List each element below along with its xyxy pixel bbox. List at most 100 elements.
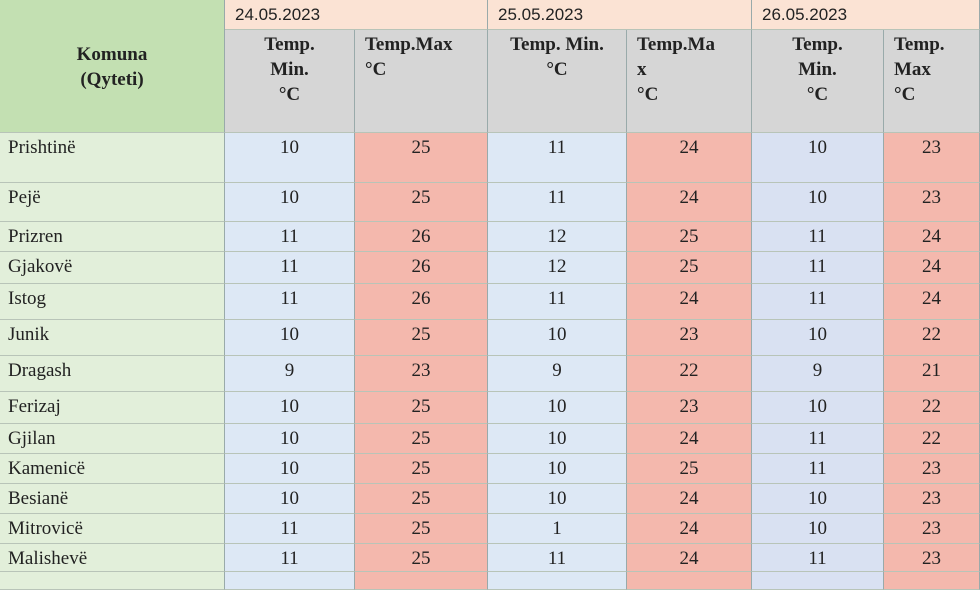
city-name: Ferizaj: [0, 392, 225, 424]
temperature: 12: [488, 252, 627, 284]
temperature: 25: [627, 222, 752, 252]
city-name: Istog: [0, 284, 225, 320]
temperature: 26: [355, 284, 488, 320]
temperature: 24: [884, 222, 980, 252]
empty-cell: [225, 572, 355, 590]
temperature: 11: [488, 544, 627, 572]
temperature: 10: [752, 514, 884, 544]
temperature: 23: [884, 544, 980, 572]
city-name: Dragash: [0, 356, 225, 392]
city-name: Pejë: [0, 183, 225, 222]
temperature: 10: [488, 454, 627, 484]
temperature: 22: [627, 356, 752, 392]
temperature: 25: [355, 320, 488, 356]
column-header: Temp.Max °C: [355, 30, 488, 133]
temperature: 11: [752, 222, 884, 252]
temperature: 10: [225, 424, 355, 454]
temperature: 23: [884, 183, 980, 222]
corner-header: Komuna (Qyteti): [0, 0, 225, 133]
temperature: 25: [355, 424, 488, 454]
temperature: 11: [225, 544, 355, 572]
temperature: 10: [752, 392, 884, 424]
temperature: 11: [752, 454, 884, 484]
temperature: 22: [884, 320, 980, 356]
temperature: 24: [884, 252, 980, 284]
temperature: 25: [355, 392, 488, 424]
temperature: 23: [884, 484, 980, 514]
temperature: 12: [488, 222, 627, 252]
temperature: 24: [627, 133, 752, 183]
temperature: 9: [752, 356, 884, 392]
temperature: 10: [225, 454, 355, 484]
temperature: 11: [752, 284, 884, 320]
temperature: 25: [355, 454, 488, 484]
column-header: Temp.Ma x °C: [627, 30, 752, 133]
empty-cell: [884, 572, 980, 590]
temperature: 21: [884, 356, 980, 392]
temperature: 10: [752, 320, 884, 356]
temperature: 11: [488, 133, 627, 183]
temperature: 23: [627, 320, 752, 356]
date-header: 26.05.2023: [752, 0, 980, 30]
empty-cell: [0, 572, 225, 590]
city-name: Mitrovicë: [0, 514, 225, 544]
temperature: 10: [225, 320, 355, 356]
temperature: 23: [884, 514, 980, 544]
date-header: 24.05.2023: [225, 0, 488, 30]
temperature: 26: [355, 222, 488, 252]
empty-cell: [355, 572, 488, 590]
temperature: 23: [355, 356, 488, 392]
empty-cell: [752, 572, 884, 590]
temperature: 10: [225, 392, 355, 424]
temperature: 24: [627, 514, 752, 544]
city-name: Gjilan: [0, 424, 225, 454]
column-header: Temp. Min. °C: [752, 30, 884, 133]
temperature: 11: [752, 544, 884, 572]
temperature: 25: [627, 252, 752, 284]
city-name: Prizren: [0, 222, 225, 252]
temperature: 24: [884, 284, 980, 320]
temperature: 24: [627, 284, 752, 320]
temperature: 10: [225, 183, 355, 222]
column-header: Temp. Min. °C: [488, 30, 627, 133]
city-name: Junik: [0, 320, 225, 356]
temperature: 10: [488, 392, 627, 424]
empty-cell: [488, 572, 627, 590]
temperature: 23: [884, 133, 980, 183]
city-name: Prishtinë: [0, 133, 225, 183]
temperature: 25: [355, 544, 488, 572]
temperature: 10: [752, 484, 884, 514]
city-name: Kamenicë: [0, 454, 225, 484]
temperature: 1: [488, 514, 627, 544]
temperature: 23: [884, 454, 980, 484]
temperature: 25: [355, 133, 488, 183]
temperature: 25: [627, 454, 752, 484]
temperature: 10: [752, 183, 884, 222]
temperature: 22: [884, 424, 980, 454]
temperature: 22: [884, 392, 980, 424]
temperature: 11: [488, 183, 627, 222]
temperature: 11: [225, 514, 355, 544]
temperature: 9: [225, 356, 355, 392]
temperature: 10: [488, 424, 627, 454]
column-header: Temp. Max °C: [884, 30, 980, 133]
city-name: Malishevë: [0, 544, 225, 572]
temperature: 10: [488, 320, 627, 356]
temperature: 10: [225, 133, 355, 183]
temperature: 11: [752, 424, 884, 454]
temperature: 24: [627, 424, 752, 454]
temperature: 25: [355, 514, 488, 544]
temperature: 25: [355, 484, 488, 514]
temperature: 24: [627, 484, 752, 514]
city-name: Gjakovë: [0, 252, 225, 284]
temperature: 11: [225, 222, 355, 252]
temperature: 11: [225, 284, 355, 320]
temperature: 24: [627, 544, 752, 572]
temperature: 24: [627, 183, 752, 222]
date-header: 25.05.2023: [488, 0, 752, 30]
temperature: 11: [488, 284, 627, 320]
temperature: 10: [225, 484, 355, 514]
temperature: 11: [225, 252, 355, 284]
temperature: 23: [627, 392, 752, 424]
